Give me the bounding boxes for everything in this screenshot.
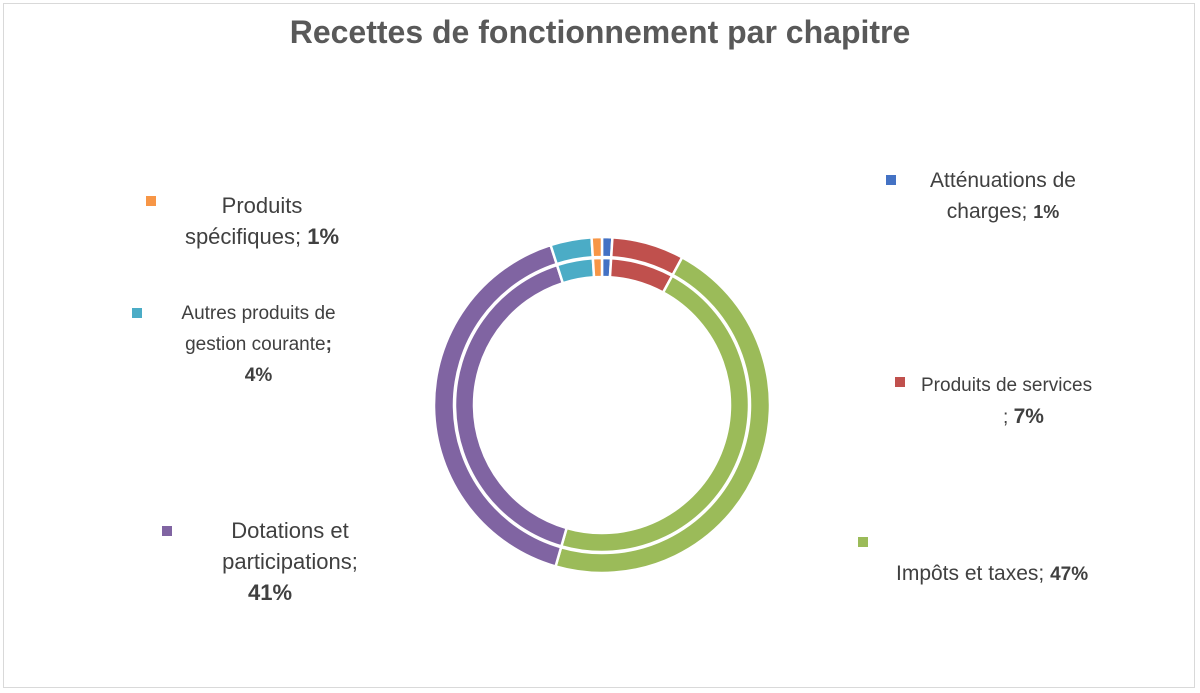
data-label-dotations: Dotations et participations; 41% [150, 515, 390, 608]
percent-value: 47% [1050, 564, 1089, 585]
category-name: Impôts et taxes [896, 562, 1039, 585]
legend-swatch-specifiques [146, 196, 156, 206]
legend-swatch-services [895, 376, 905, 387]
outer-ring [432, 235, 772, 575]
percent-value: 7% [1013, 405, 1044, 428]
slice-inner-5 [591, 256, 604, 279]
data-label-impots: Impôts et taxes; 47% [858, 534, 1158, 590]
percent-value: 1% [307, 224, 340, 249]
inner-ring [453, 256, 751, 554]
legend-swatch-autres [132, 308, 142, 318]
legend-swatch-dotations [162, 526, 172, 536]
data-label-autres-produits: Autres produits de gestion courante; 4% [128, 298, 368, 391]
percent-value: 4% [244, 365, 273, 386]
data-label-produits-specifiques: Produits spécifiques; 1% [140, 190, 380, 252]
percent-value: 41% [247, 580, 293, 605]
category-name: Produits de services [921, 375, 1093, 396]
category-name: Autres produits de gestion courante [181, 303, 336, 355]
legend-swatch-impots [858, 537, 868, 547]
slice-outer-5 [590, 235, 604, 259]
chart-title: Recettes de fonctionnement par chapitre [289, 14, 911, 50]
legend-swatch-attenuations [886, 175, 896, 185]
category-name: Atténuations de charges [930, 169, 1076, 223]
data-label-produits-services: Produits de services ; 7% [895, 370, 1135, 433]
category-name: Dotations et participations [222, 518, 352, 574]
category-name: Produits spécifiques [184, 193, 303, 249]
percent-value: 1% [1033, 202, 1060, 222]
data-label-attenuations: Atténuations de charges; 1% [886, 165, 1118, 228]
